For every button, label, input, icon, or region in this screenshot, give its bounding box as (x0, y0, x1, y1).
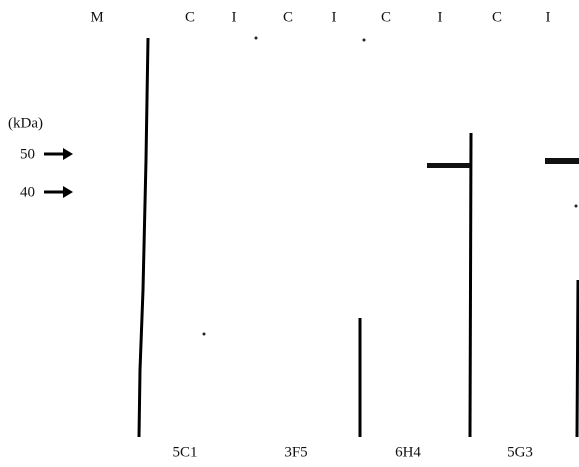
marker-label: 50 (20, 146, 35, 162)
blot-figure: M C I C I C I C I (kDa) 50 40 5C1 3F5 6H… (0, 0, 579, 467)
marker-unit: (kDa) (8, 115, 43, 131)
lane-label: C (492, 9, 502, 25)
lane-label: C (283, 9, 293, 25)
page: {"lanes": ["M", "C", "I", "C", "I", "C",… (0, 0, 579, 467)
speck (363, 39, 366, 42)
antibody-label: 5G3 (507, 444, 533, 460)
speck (255, 37, 258, 40)
antibody-label: 3F5 (284, 444, 307, 460)
background (0, 0, 579, 467)
strip-edge (577, 280, 578, 437)
lane-label: M (90, 9, 103, 25)
lane-label: C (381, 9, 391, 25)
lane-label: I (546, 9, 551, 25)
marker-label: 40 (20, 184, 35, 200)
lane-label: I (438, 9, 443, 25)
speck (203, 333, 206, 336)
antibody-label: 5C1 (172, 444, 197, 460)
lane-label: C (185, 9, 195, 25)
lane-label: I (332, 9, 337, 25)
speck (575, 205, 578, 208)
antibody-label: 6H4 (395, 444, 421, 460)
band (545, 158, 579, 164)
band (427, 163, 470, 168)
strip-edge (470, 133, 471, 437)
lane-label: I (232, 9, 237, 25)
